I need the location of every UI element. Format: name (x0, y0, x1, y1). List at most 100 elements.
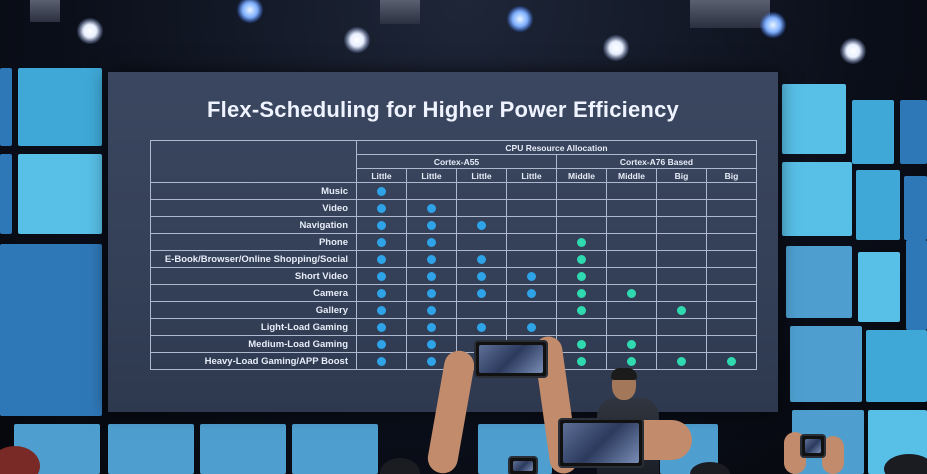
app-scenario-label: Navigation (150, 216, 357, 234)
core-cell (356, 216, 407, 234)
a55-core-dot (477, 323, 486, 333)
core-cell (706, 301, 757, 319)
core-cell (656, 182, 707, 200)
core-cell (706, 216, 757, 234)
ceiling-truss (30, 0, 60, 22)
core-cell (556, 318, 607, 336)
core-cell (456, 182, 507, 200)
table-row: Video (150, 199, 757, 217)
core-cell (406, 335, 457, 353)
led-wall-tile (18, 68, 102, 146)
core-cell (606, 284, 657, 302)
led-wall-tile (0, 154, 12, 234)
core-cell (506, 301, 557, 319)
core-cell (456, 284, 507, 302)
core-type-header: Little (456, 168, 507, 183)
core-cell (656, 318, 707, 336)
core-cell (506, 233, 557, 251)
core-cell (406, 216, 457, 234)
a55-core-dot (427, 204, 436, 214)
a76-core-dot (577, 357, 586, 367)
a55-core-dot (377, 187, 386, 197)
stage-light (237, 0, 263, 23)
a55-core-dot (477, 272, 486, 282)
core-cell (556, 216, 607, 234)
core-cell (406, 182, 457, 200)
core-cell (556, 182, 607, 200)
a55-core-dot (427, 289, 436, 299)
core-cell (706, 318, 757, 336)
core-cell (356, 335, 407, 353)
core-type-header: Big (706, 168, 757, 183)
core-cell (456, 267, 507, 285)
core-cell (706, 284, 757, 302)
core-cell (706, 352, 757, 370)
core-cell (356, 233, 407, 251)
core-cell (456, 318, 507, 336)
a55-core-dot (377, 340, 386, 350)
core-cell (556, 335, 607, 353)
core-cell (606, 318, 657, 336)
allocation-rows: Music Video Navigation Phone E-Book/Browser/… (150, 182, 757, 370)
core-cell (506, 267, 557, 285)
core-cell (656, 284, 707, 302)
core-cell (606, 233, 657, 251)
table-row: E-Book/Browser/Online Shopping/Social (150, 250, 757, 268)
core-cell (356, 352, 407, 370)
led-wall-tile (852, 100, 894, 164)
ceiling-truss (690, 0, 770, 28)
app-scenario-label: Light-Load Gaming (150, 318, 357, 336)
audience-phone-screen (805, 439, 821, 453)
core-cell (606, 199, 657, 217)
core-type-header: Little (356, 168, 407, 183)
projection-screen: Flex-Scheduling for Higher Power Efficie… (108, 72, 778, 412)
core-type-header: Big (656, 168, 707, 183)
core-cell (406, 284, 457, 302)
a76-core-dot (627, 289, 636, 299)
core-cell (456, 250, 507, 268)
core-cell (706, 233, 757, 251)
audience-head (884, 454, 927, 474)
a76-core-dot (577, 272, 586, 282)
group-header: CPU Resource Allocation (356, 140, 757, 155)
led-wall-tile (866, 330, 927, 402)
led-wall-tile (18, 154, 102, 234)
core-cell (356, 301, 407, 319)
a76-core-dot (577, 340, 586, 350)
core-cell (356, 318, 407, 336)
a55-core-dot (427, 255, 436, 265)
audience-phone (558, 418, 644, 468)
core-cell (406, 233, 457, 251)
core-type-header: Middle (556, 168, 607, 183)
slide-title: Flex-Scheduling for Higher Power Efficie… (207, 97, 679, 122)
audience-head (690, 462, 730, 474)
core-cell (356, 182, 407, 200)
core-cell (456, 233, 507, 251)
a76-core-dot (677, 357, 686, 367)
core-type-header: Little (406, 168, 457, 183)
core-cell (656, 301, 707, 319)
app-scenario-label: Short Video (150, 267, 357, 285)
app-scenario-label: Heavy-Load Gaming/APP Boost (150, 352, 357, 370)
led-wall-tile (0, 68, 12, 146)
core-cell (656, 216, 707, 234)
a76-core-dot (577, 238, 586, 248)
core-cell (656, 352, 707, 370)
table-row: Short Video (150, 267, 757, 285)
audience-phone-screen (513, 461, 533, 471)
app-scenario-label: E-Book/Browser/Online Shopping/Social (150, 250, 357, 268)
core-cell (656, 199, 707, 217)
ceiling-truss (380, 0, 420, 24)
a55-core-dot (527, 272, 536, 282)
core-cell (456, 301, 507, 319)
stage-light (840, 38, 866, 64)
core-cell (356, 250, 407, 268)
a55-core-dot (427, 323, 436, 333)
led-wall-tile (900, 100, 927, 164)
app-scenario-label: Phone (150, 233, 357, 251)
a76-core-dot (627, 340, 636, 350)
led-wall-tile (292, 424, 378, 474)
core-cell (406, 199, 457, 217)
core-cell (556, 199, 607, 217)
